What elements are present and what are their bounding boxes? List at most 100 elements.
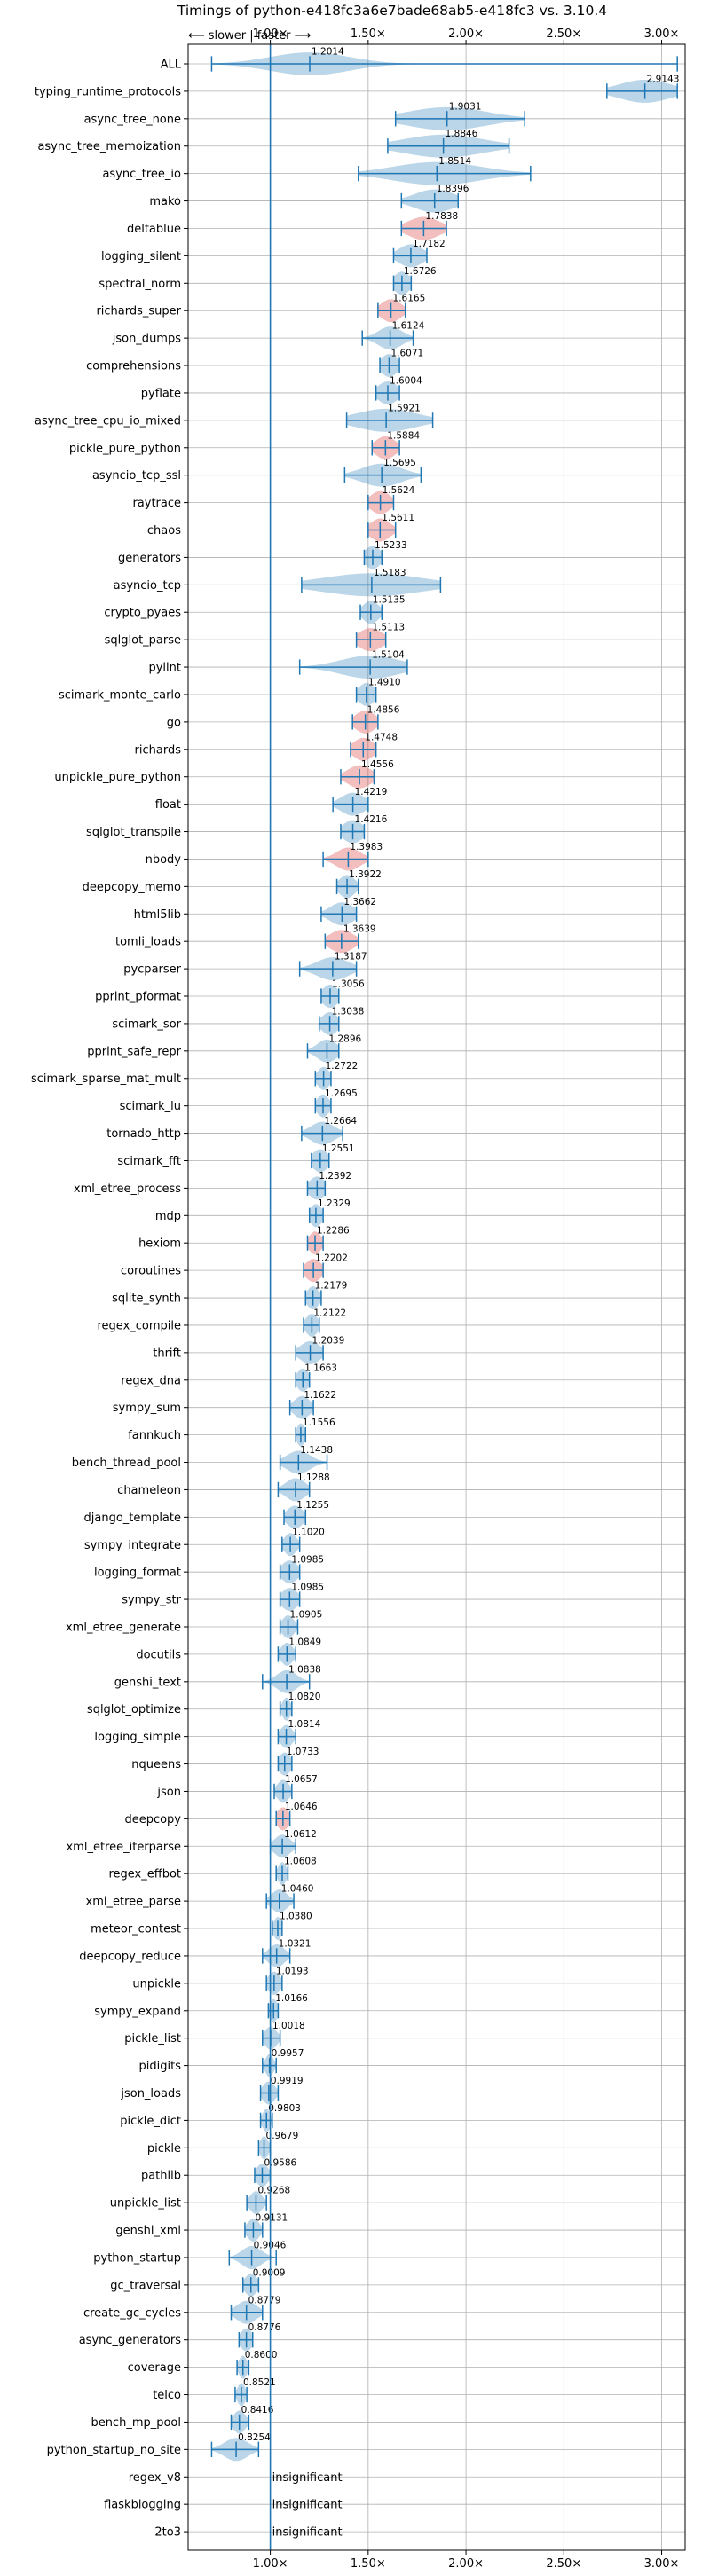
value-label: 0.9679 [266,2131,299,2141]
value-label: 1.3056 [332,979,365,990]
value-label: 1.1556 [303,1418,335,1428]
insignificant-label: insignificant [272,2471,343,2485]
y-tick-label: coroutines [121,1265,181,1278]
value-label: 0.8254 [238,2432,271,2443]
y-tick-label: pickle_pure_python [69,442,181,455]
y-tick-label: async_tree_memoization [37,140,181,153]
y-tick-label: deepcopy_reduce [79,1950,181,1963]
value-label: 0.9957 [272,2048,304,2059]
value-label: 1.5233 [375,540,407,551]
value-label: 1.0608 [284,1857,317,1867]
value-label: 1.0905 [290,1609,323,1620]
chart-title: Timings of python-e418fc3a6e7bade68ab5-e… [177,3,607,19]
y-tick-label: unpickle_pure_python [54,771,181,784]
value-label: 1.0166 [275,1993,308,2004]
value-label: 1.0814 [288,1719,321,1730]
y-tick-label: mako [149,195,181,208]
y-tick-label: sqlglot_optimize [87,1703,181,1716]
value-label: 1.1438 [300,1445,333,1456]
y-tick-label: async_tree_cpu_io_mixed [35,414,181,428]
value-label: 1.3187 [335,952,367,962]
value-label: 1.8514 [438,156,471,167]
x-tick-label: 1.00× [253,2557,288,2571]
y-tick-label: logging_silent [101,250,181,263]
value-label: 1.6071 [390,349,423,359]
y-tick-label: scimark_fft [117,1155,181,1168]
value-label: 1.3983 [350,842,383,852]
value-label: 0.9803 [268,2103,301,2114]
value-label: 1.0985 [291,1583,324,1593]
y-tick-label: gc_traversal [110,2279,181,2292]
y-tick-label: pickle_list [124,2032,181,2046]
value-label: 1.0820 [288,1692,321,1702]
y-tick-labels: ALL typing_runtime_protocols async_tree_no… [31,59,182,2540]
value-label: 1.5611 [382,513,414,523]
value-label: 1.2392 [319,1171,351,1182]
value-label: 1.2896 [328,1033,361,1044]
y-tick-label: telco [153,2389,181,2402]
x-tick-label: 2.50× [546,27,581,41]
y-tick-label: raytrace [132,497,181,510]
violin-layer: 1.2014 2.9143 1.9031 1.8846 1.8514 1.8396 1.78… [210,46,680,2540]
y-tick-label: json [156,1786,181,1799]
value-label: 1.3922 [349,869,382,880]
value-label: 1.6004 [390,375,422,386]
y-tick-label: asyncio_tcp [114,579,181,593]
y-tick-label: chaos [147,524,181,538]
y-tick-label: sympy_expand [94,2005,181,2018]
y-tick-label: pprint_safe_repr [87,1045,181,1058]
value-label: 0.9131 [255,2213,288,2224]
y-tick-label: regex_v8 [129,2471,181,2485]
y-tick-label: nqueens [131,1758,181,1771]
y-tick-label: richards [135,743,182,757]
x-tick-label: 2.00× [448,27,484,41]
value-label: 1.0849 [288,1637,321,1647]
y-tick-label: deltablue [127,223,181,236]
y-tick-label: xml_etree_process [74,1182,181,1196]
y-tick-label: pylint [148,662,181,675]
y-tick-label: comprehensions [86,360,181,373]
value-label: 1.3038 [332,1006,365,1017]
y-tick-label: chameleon [117,1484,181,1497]
value-label: 1.5113 [372,623,405,633]
y-tick-label: bench_thread_pool [72,1457,181,1470]
value-label: 1.6726 [404,266,437,277]
y-tick-label: coverage [128,2361,181,2375]
value-label: 2.9143 [647,74,680,84]
plot-frame [187,43,686,2551]
value-label: 1.3662 [343,897,376,907]
y-tick-label: nbody [146,853,182,867]
value-label: 1.0193 [276,1966,309,1976]
y-tick-label: meteor_contest [91,1923,181,1936]
y-tick-label: thrift [153,1347,181,1360]
value-label: 1.2202 [315,1253,348,1264]
y-tick-label: sympy_integrate [84,1539,181,1552]
y-tick-label: flaskblogging [104,2499,181,2512]
y-tick-label: xml_etree_iterparse [66,1841,181,1854]
value-label: 1.0733 [287,1747,320,1757]
value-label: 1.1020 [292,1528,325,1538]
value-label: 1.4216 [355,814,388,825]
y-tick-label: logging_simple [94,1731,181,1744]
y-tick-label: python_startup [93,2251,181,2265]
value-label: 1.6124 [392,321,425,332]
y-tick-label: deepcopy [124,1813,181,1826]
value-label: 1.6165 [393,294,426,304]
y-tick-label: spectral_norm [99,278,181,291]
y-tick-label: pickle [147,2142,181,2156]
y-tick-label: ALL [161,59,182,72]
y-tick-label: json_loads [120,2087,181,2101]
value-label: 1.2179 [315,1281,348,1292]
value-label: 1.7182 [413,239,446,249]
y-tick-label: hexiom [138,1237,181,1251]
value-label: 1.0657 [285,1774,318,1785]
value-label: 1.7838 [425,211,458,222]
y-tick-label: pidigits [139,2060,182,2073]
y-tick-label: crypto_pyaes [104,607,181,620]
value-label: 1.2722 [326,1061,359,1072]
x-tick-labels: 1.00× 1.00× 1.50× 1.50× 2.00× 2.00× 2.50× 2.50×… [253,27,680,2571]
y-tick-label: generators [118,552,181,565]
value-label: 1.5884 [387,430,420,441]
